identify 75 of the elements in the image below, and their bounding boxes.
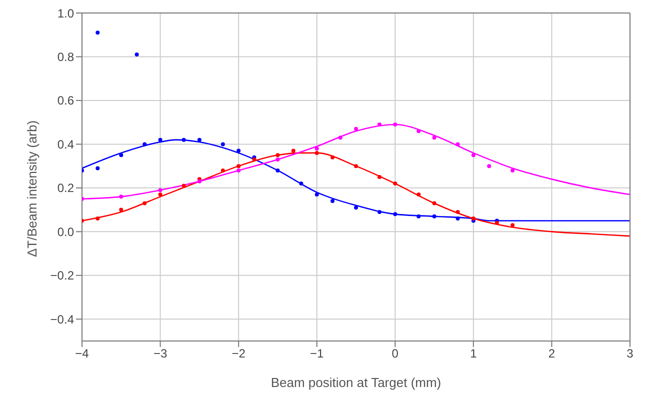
y-tick-label: −0.4 <box>50 312 74 326</box>
point <box>487 164 492 168</box>
point <box>276 158 280 162</box>
x-tick-label: 0 <box>392 346 399 361</box>
x-tick-label: −4 <box>75 346 90 361</box>
point <box>456 142 460 146</box>
y-tick-label: 0.2 <box>57 181 74 196</box>
point <box>330 199 335 204</box>
point <box>236 164 241 168</box>
x-tick-label: 3 <box>626 346 634 361</box>
point <box>393 182 398 186</box>
x-tick-label: 1 <box>470 346 478 361</box>
y-tick-label: 0.6 <box>57 94 74 108</box>
point <box>236 148 241 153</box>
point <box>134 52 139 57</box>
point <box>354 126 358 131</box>
y-tick-label: −0.2 <box>50 268 74 283</box>
line-series <box>82 152 630 237</box>
point <box>314 150 319 155</box>
point <box>276 168 280 172</box>
point <box>416 192 421 196</box>
point <box>158 138 162 142</box>
point <box>338 136 342 140</box>
point <box>393 122 398 127</box>
point <box>354 164 358 168</box>
y-tick-label: 0.0 <box>57 224 74 239</box>
y-tick-label: 0.4 <box>57 137 74 152</box>
point <box>432 136 436 140</box>
point <box>377 175 382 179</box>
point <box>142 201 147 206</box>
point <box>220 142 225 146</box>
point <box>377 122 382 127</box>
x-tick-label: −1 <box>310 346 324 361</box>
point <box>276 153 280 158</box>
point <box>354 206 358 210</box>
point <box>416 129 421 134</box>
point <box>96 166 100 170</box>
point <box>158 192 162 196</box>
point <box>291 148 296 153</box>
point <box>220 168 225 172</box>
point <box>416 214 421 218</box>
point <box>119 153 124 158</box>
point <box>330 155 335 160</box>
y-tick-label: 1.0 <box>57 6 74 20</box>
point <box>314 192 319 196</box>
point <box>299 182 304 186</box>
point <box>236 168 241 172</box>
point <box>456 210 460 214</box>
point <box>432 214 436 218</box>
point <box>432 201 436 206</box>
x-axis-title: Beam position at Target (mm) <box>270 375 442 390</box>
line-series <box>82 139 630 222</box>
point <box>96 216 100 221</box>
x-tick-label: −3 <box>153 346 168 361</box>
point <box>197 138 202 142</box>
point <box>158 188 162 192</box>
point <box>393 212 398 216</box>
point <box>96 30 100 35</box>
point <box>182 184 186 188</box>
point <box>142 142 147 146</box>
x-tick-label: 2 <box>548 346 556 361</box>
y-axis-title: ΔT/Beam intensity (arb) <box>24 120 40 257</box>
point <box>252 158 256 162</box>
point <box>119 208 124 212</box>
y-tick-label: 0.8 <box>57 50 74 64</box>
point <box>510 168 515 172</box>
point <box>314 146 319 151</box>
point <box>510 223 515 228</box>
point <box>456 216 460 221</box>
line-series <box>82 124 630 200</box>
point <box>377 210 382 214</box>
x-tick-label: −2 <box>232 346 246 361</box>
point <box>471 153 476 158</box>
point <box>119 194 124 199</box>
point <box>182 138 186 142</box>
